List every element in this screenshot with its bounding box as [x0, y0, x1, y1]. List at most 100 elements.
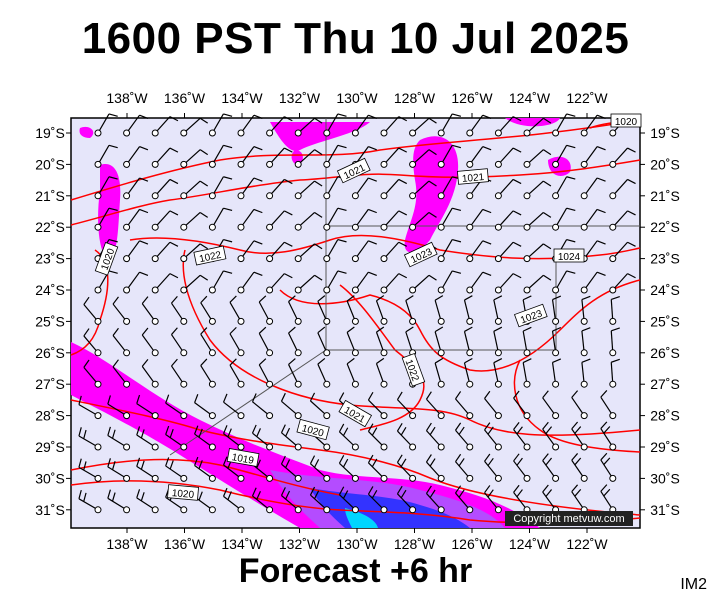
wind-barb — [434, 357, 445, 388]
wind-barb — [484, 485, 502, 514]
wind-barb — [380, 273, 408, 294]
wind-barb — [609, 327, 620, 357]
wind-barb — [222, 393, 245, 420]
wind-barb — [455, 485, 474, 514]
svg-text:1022: 1022 — [198, 250, 222, 265]
wind-barb — [180, 149, 209, 168]
wind-barb — [609, 241, 636, 263]
wind-barb — [571, 390, 588, 420]
wind-barb — [208, 144, 233, 168]
wind-barb — [580, 177, 606, 200]
wind-barb — [542, 453, 560, 482]
wind-barb — [551, 358, 562, 388]
wind-barb — [425, 422, 445, 451]
lat-tick-label: 20˚S — [35, 156, 65, 172]
copyright-box — [505, 511, 633, 526]
svg-text:1020: 1020 — [615, 117, 638, 128]
wind-barb — [309, 486, 331, 514]
wind-barb — [266, 273, 293, 294]
rain-area — [79, 126, 94, 138]
wind-barb — [294, 211, 323, 231]
wind-barb — [494, 241, 522, 263]
wind-barb — [123, 146, 149, 168]
precipitation-layer — [71, 118, 571, 528]
wind-barb — [229, 326, 245, 357]
wind-barb — [609, 178, 636, 200]
lat-tick-label: 22˚S — [650, 219, 680, 235]
wind-barb — [107, 395, 131, 420]
wind-barb — [425, 485, 445, 514]
wind-barb — [466, 208, 492, 231]
lat-tick-label: 31˚S — [650, 502, 680, 518]
wind-barbs — [78, 113, 636, 514]
wind-barb — [375, 357, 388, 388]
lat-tick-label: 22˚S — [35, 219, 65, 235]
wind-barb — [78, 489, 102, 514]
wind-barb — [338, 423, 359, 451]
wind-barb — [323, 113, 347, 137]
wind-barb — [165, 457, 188, 482]
lon-tick-label: 132˚W — [279, 536, 321, 552]
lon-tick-label: 128˚W — [394, 90, 436, 106]
wind-barb — [455, 391, 474, 420]
wind-barb — [258, 326, 274, 357]
wind-barb — [258, 295, 274, 325]
wind-barb — [346, 295, 359, 325]
wind-barb — [351, 240, 377, 263]
wind-barb — [251, 424, 274, 451]
wind-barb — [266, 241, 293, 263]
wind-barb — [466, 271, 492, 294]
wind-barb — [437, 113, 462, 137]
wind-barb — [123, 271, 149, 294]
wind-barb — [78, 427, 102, 451]
wind-barb — [494, 147, 522, 168]
wind-barb — [513, 390, 531, 420]
wind-barb — [112, 359, 131, 388]
wind-barb — [200, 358, 216, 388]
wind-barb — [580, 358, 591, 388]
wind-barb — [251, 393, 274, 420]
wind-barb — [151, 273, 179, 294]
wind-barb — [522, 326, 532, 357]
wind-barb — [437, 270, 462, 294]
wind-barb — [437, 144, 462, 168]
lat-tick-label: 27˚S — [650, 376, 680, 392]
wind-barb — [266, 210, 293, 231]
svg-text:1020: 1020 — [171, 488, 195, 501]
lat-tick-label: 25˚S — [35, 313, 65, 329]
lat-tick-label: 19˚S — [35, 125, 65, 141]
lon-tick-label: 138˚W — [106, 536, 148, 552]
lat-tick-label: 30˚S — [650, 470, 680, 486]
wind-barb — [136, 489, 159, 514]
wind-barb — [380, 210, 408, 231]
wind-barb — [229, 295, 245, 325]
lon-tick-label: 126˚W — [451, 90, 493, 106]
wind-barb — [542, 390, 560, 420]
wind-barb — [266, 178, 293, 200]
wind-barb — [151, 210, 179, 231]
image-tag: IM2 — [680, 576, 707, 593]
wind-barb — [208, 176, 233, 200]
wind-barb — [294, 180, 323, 200]
wind-barb — [200, 295, 216, 325]
wind-barb — [542, 421, 560, 451]
wind-barb — [494, 178, 522, 200]
wind-barb — [552, 113, 576, 137]
wind-barb — [580, 327, 591, 357]
wind-barb — [288, 326, 302, 357]
wind-barb — [455, 422, 474, 451]
wind-barb — [229, 358, 245, 388]
wind-barb — [351, 271, 377, 294]
wind-barb — [409, 211, 437, 231]
wind-barb — [463, 357, 474, 388]
wind-barb — [600, 421, 617, 451]
wind-barb — [180, 117, 209, 137]
wind-barb — [323, 270, 347, 294]
isobar-label: 1022 — [193, 245, 227, 266]
wind-barb — [425, 454, 445, 482]
wind-barb — [266, 147, 293, 168]
lat-tick-label: 27˚S — [35, 376, 65, 392]
wind-barb — [346, 326, 359, 357]
